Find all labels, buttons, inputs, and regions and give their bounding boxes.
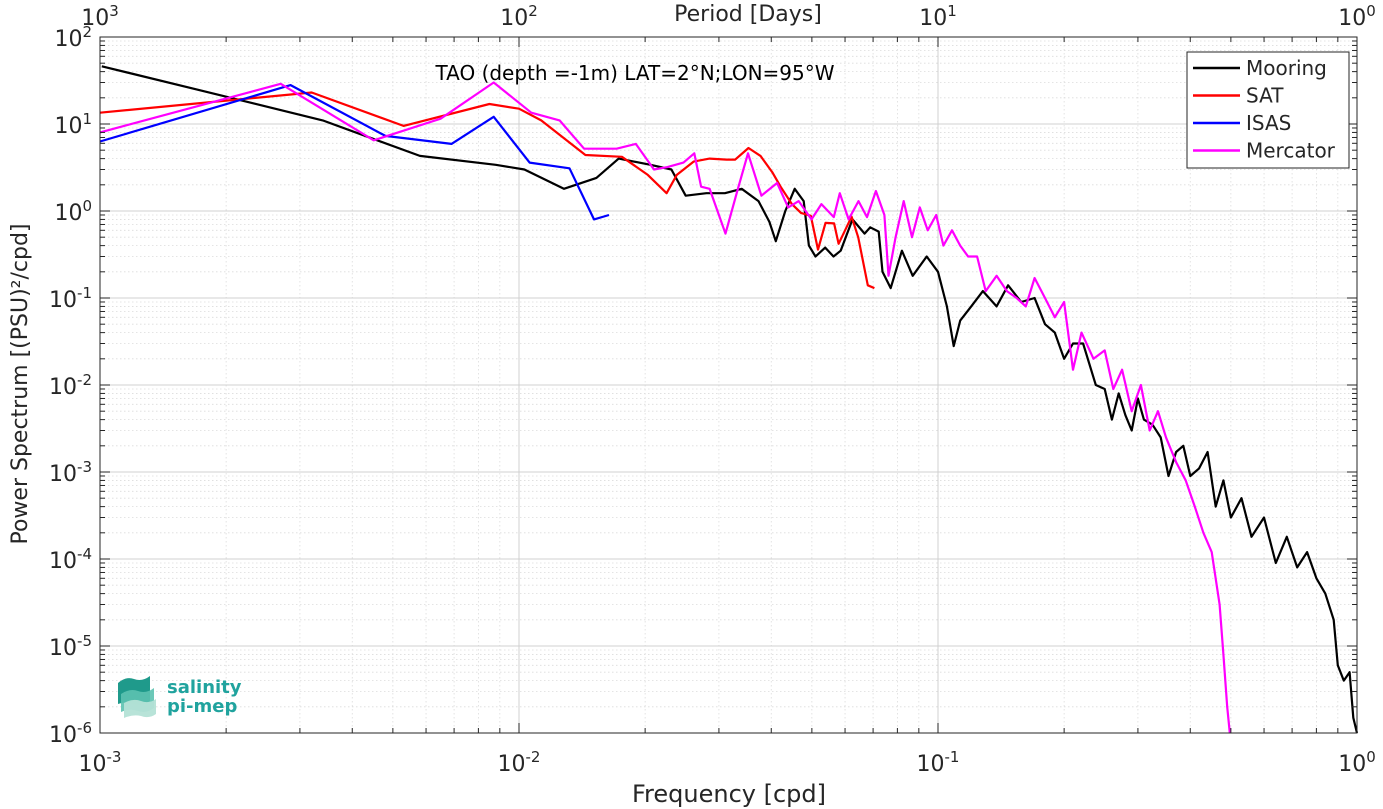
x-tick-label: 10-2: [498, 748, 541, 777]
y-tick-labels: 102 101 100 10-1 10-2 10-3 10-4 10-5 10-6: [49, 23, 92, 748]
salinity-pi-mep-logo: salinity pi-mep: [118, 676, 242, 718]
top-tick-label: 100: [1338, 2, 1376, 31]
x-tick-label: 10-3: [79, 748, 122, 777]
y-tick-label: 10-3: [49, 458, 92, 487]
legend-box: [1186, 51, 1350, 169]
series-line-isas: [99, 84, 610, 221]
legend-label-mercator: Mercator: [1246, 139, 1336, 163]
y-tick-label: 10-6: [49, 719, 92, 748]
chart-title: TAO (depth =-1m) LAT=2°N;LON=95°W: [434, 61, 834, 85]
legend: Mooring SAT ISAS Mercator: [1186, 51, 1350, 169]
y-tick-label: 10-2: [49, 371, 92, 400]
top-tick-labels: 103 102 101 100: [81, 2, 1376, 31]
x-tick-label: 100: [1338, 748, 1376, 777]
legend-label-isas: ISAS: [1246, 111, 1291, 135]
x-tick-labels: 10-3 10-2 10-1 100: [79, 748, 1376, 777]
legend-label-sat: SAT: [1246, 84, 1284, 108]
tick-marks: [99, 36, 1358, 734]
top-tick-label: 101: [919, 2, 957, 31]
logo-text-pi-mep: pi-mep: [167, 696, 237, 717]
logo-waves-icon: [118, 676, 156, 718]
series-lines: [99, 65, 1359, 734]
series-line-mooring: [101, 65, 1359, 734]
legend-label-mooring: Mooring: [1246, 56, 1327, 80]
y-tick-label: 100: [54, 197, 92, 226]
top-tick-label: 102: [500, 2, 538, 31]
top-tick-label: 103: [81, 2, 119, 31]
y-tick-label: 10-4: [49, 545, 92, 574]
y-tick-label: 101: [54, 110, 92, 139]
top-axis-label: Period [Days]: [674, 2, 822, 27]
y-tick-label: 102: [54, 23, 92, 52]
x-axis-label: Frequency [cpd]: [632, 780, 826, 808]
x-tick-label: 10-1: [917, 748, 960, 777]
series-line-mercator: [99, 81, 1231, 734]
y-axis-label: Power Spectrum [(PSU)²/cpd]: [8, 223, 33, 544]
series-line-sat: [99, 91, 875, 290]
logo-text-salinity: salinity: [167, 677, 242, 698]
y-tick-label: 10-1: [49, 284, 92, 313]
y-tick-label: 10-5: [49, 632, 92, 661]
